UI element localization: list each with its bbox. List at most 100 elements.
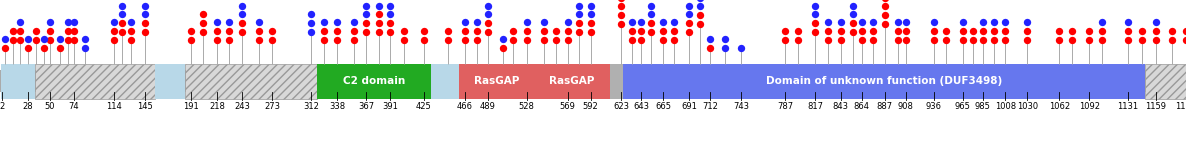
Point <box>357 13 376 16</box>
Text: 643: 643 <box>633 102 650 111</box>
Point <box>1050 30 1069 32</box>
Point <box>113 31 132 33</box>
Point <box>250 38 269 41</box>
Text: 489: 489 <box>480 102 496 111</box>
Point <box>818 21 837 24</box>
Bar <box>459 64 534 99</box>
Point <box>875 23 894 25</box>
Point <box>381 31 400 33</box>
Point <box>888 30 907 32</box>
Point <box>534 30 553 32</box>
Point <box>327 21 346 24</box>
Point <box>181 38 200 41</box>
Point <box>690 14 709 16</box>
Point <box>370 22 389 24</box>
Point <box>888 21 907 24</box>
Text: 50: 50 <box>45 102 55 111</box>
Point <box>301 22 320 24</box>
Bar <box>1146 64 1186 99</box>
Point <box>665 38 684 41</box>
Point <box>135 4 154 7</box>
Point <box>58 30 77 32</box>
Point <box>843 22 862 24</box>
Point <box>1147 21 1166 24</box>
Point <box>996 30 1015 32</box>
Point <box>897 38 916 41</box>
Point <box>805 22 824 24</box>
Point <box>1092 30 1111 32</box>
Text: 623: 623 <box>613 102 630 111</box>
Text: 985: 985 <box>975 102 990 111</box>
Point <box>843 31 862 33</box>
Point <box>875 5 894 8</box>
Point <box>263 30 282 32</box>
Bar <box>34 64 154 99</box>
Point <box>831 38 850 41</box>
Text: 569: 569 <box>560 102 575 111</box>
Point <box>1162 30 1181 32</box>
Point <box>4 38 23 41</box>
Point <box>40 30 59 32</box>
Point <box>973 38 991 41</box>
Point <box>973 30 991 32</box>
Point <box>888 38 907 41</box>
Point <box>208 30 227 32</box>
Bar <box>611 64 624 99</box>
Point <box>357 31 376 33</box>
Text: RasGAP: RasGAP <box>473 76 519 86</box>
Point <box>503 38 522 41</box>
Point <box>414 38 433 41</box>
Point <box>181 30 200 32</box>
Point <box>653 38 672 41</box>
Point <box>208 38 227 41</box>
Point <box>232 4 251 7</box>
Point <box>973 21 991 24</box>
Point <box>715 38 734 40</box>
Point <box>623 38 642 41</box>
Point <box>381 22 400 24</box>
Point <box>690 23 709 25</box>
Point <box>996 38 1015 41</box>
Text: 74: 74 <box>69 102 79 111</box>
Point <box>986 30 1005 32</box>
Point <box>1118 21 1137 24</box>
Point <box>208 21 227 24</box>
Text: 2: 2 <box>0 102 5 111</box>
Point <box>104 21 123 24</box>
Point <box>559 21 578 24</box>
Point <box>1133 30 1152 32</box>
Point <box>64 30 83 32</box>
Point <box>1092 38 1111 41</box>
Text: 114: 114 <box>106 102 122 111</box>
Point <box>996 21 1015 24</box>
Point <box>612 14 631 16</box>
Point <box>831 30 850 32</box>
Text: 965: 965 <box>955 102 970 111</box>
Point <box>831 21 850 24</box>
Point <box>805 31 824 33</box>
Point <box>370 31 389 33</box>
Point <box>1018 21 1037 24</box>
Point <box>863 30 882 32</box>
Point <box>19 38 38 40</box>
Point <box>1063 38 1082 41</box>
Point <box>517 38 536 41</box>
Point <box>924 21 943 24</box>
Point <box>113 13 132 16</box>
Point <box>642 4 661 7</box>
Point <box>34 46 53 49</box>
Point <box>40 38 59 41</box>
Text: 466: 466 <box>457 102 473 111</box>
Point <box>1050 38 1069 41</box>
Point <box>853 30 872 32</box>
Point <box>232 31 251 33</box>
Point <box>64 21 83 24</box>
Point <box>875 14 894 16</box>
Text: Domain of unknown function (DUF3498): Domain of unknown function (DUF3498) <box>766 76 1002 86</box>
Point <box>301 31 320 33</box>
Bar <box>1 64 34 99</box>
Text: RasGAP: RasGAP <box>549 76 594 86</box>
Point <box>381 4 400 7</box>
Point <box>954 30 973 32</box>
Point <box>301 13 320 16</box>
